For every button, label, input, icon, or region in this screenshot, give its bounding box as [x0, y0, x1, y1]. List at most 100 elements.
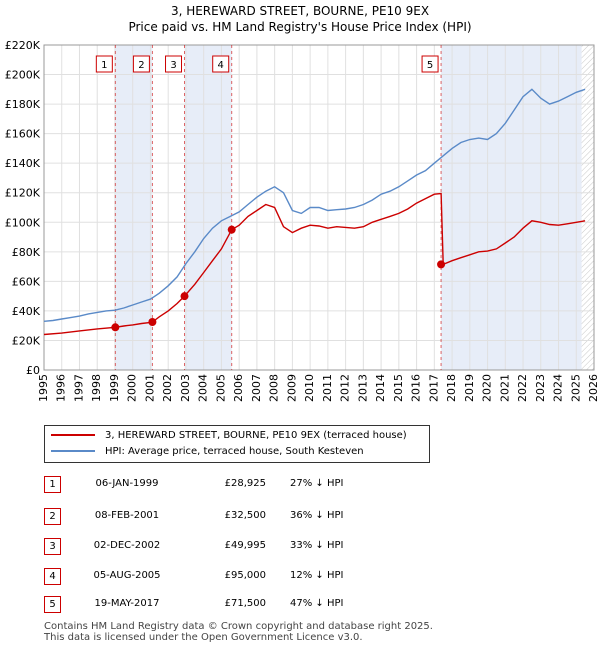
sale-hpi-diff: 36% ↓ HPI — [290, 510, 344, 521]
footer: Contains HM Land Registry data © Crown c… — [44, 621, 433, 643]
x-tick-label: 2005 — [214, 374, 227, 402]
legend-item-property: 3, HEREWARD STREET, BOURNE, PE10 9EX (te… — [51, 428, 407, 444]
legend-label-hpi: HPI: Average price, terraced house, Sout… — [105, 446, 364, 457]
sale-label-box — [212, 55, 230, 73]
y-tick-label: £20K — [12, 334, 41, 347]
footer-copyright: Contains HM Land Registry data © Crown c… — [44, 621, 433, 632]
x-tick-label: 2016 — [410, 374, 423, 402]
sale-label-box — [165, 55, 183, 73]
sale-number-badge: 5 — [44, 596, 61, 613]
sale-date: 19-MAY-2017 — [94, 598, 160, 609]
sale-number-badge: 1 — [44, 476, 61, 493]
shaded-period — [441, 45, 582, 370]
x-tick-label: 2011 — [321, 374, 334, 402]
y-tick-label: £220K — [5, 39, 41, 52]
y-tick-label: £180K — [5, 98, 41, 111]
y-tick-label: £140K — [5, 157, 41, 170]
x-tick-label: 2003 — [179, 374, 192, 402]
hpi-line — [43, 88, 586, 322]
y-tick-label: £80K — [12, 246, 41, 259]
x-tick-label: 2000 — [126, 374, 139, 402]
x-tick-label: 2004 — [197, 374, 210, 402]
y-tick-label: £120K — [5, 187, 41, 200]
sale-hpi-diff: 12% ↓ HPI — [290, 570, 344, 581]
property-price-line — [43, 192, 586, 336]
x-tick-label: 2018 — [445, 374, 458, 402]
x-tick-label: 2013 — [356, 374, 369, 402]
x-tick-label: 2006 — [232, 374, 245, 402]
x-tick-label: 2007 — [250, 374, 263, 402]
sale-price: £28,925 — [224, 478, 266, 489]
x-tick-label: 1997 — [72, 374, 85, 402]
sale-row: 2 08-FEB-2001 £32,500 36% ↓ HPI — [0, 508, 600, 532]
sale-price: £32,500 — [224, 510, 266, 521]
sale-row: 1 06-JAN-1999 £28,925 27% ↓ HPI — [0, 476, 600, 500]
x-tick-label: 2022 — [516, 374, 529, 402]
sale-date: 06-JAN-1999 — [95, 478, 159, 489]
sale-number-badge: 2 — [44, 508, 61, 525]
sale-label-number: 4 — [218, 60, 224, 71]
legend-label-property: 3, HEREWARD STREET, BOURNE, PE10 9EX (te… — [105, 430, 407, 441]
y-tick-label: £200K — [5, 69, 41, 82]
sale-price: £95,000 — [224, 570, 266, 581]
x-tick-label: 2020 — [481, 374, 494, 402]
sale-label-number: 5 — [427, 60, 433, 71]
legend-item-hpi: HPI: Average price, terraced house, Sout… — [51, 444, 364, 460]
x-tick-label: 2021 — [498, 374, 511, 402]
sale-label-number: 1 — [101, 60, 107, 71]
sale-number-badge: 3 — [44, 538, 61, 555]
price-chart: £0 £20K £40K £60K £80K £100K £120K £140K £160K £1… — [5, 39, 600, 402]
x-tick-label: 2014 — [374, 374, 387, 402]
x-tick-label: 2025 — [569, 374, 582, 402]
x-tick-label: 2012 — [339, 374, 352, 402]
sale-date: 08-FEB-2001 — [94, 510, 160, 521]
sale-row: 3 02-DEC-2002 £49,995 33% ↓ HPI — [0, 538, 600, 562]
y-tick-label: £0 — [26, 364, 40, 377]
x-tick-label: 1998 — [90, 374, 103, 402]
legend-swatch-property — [51, 434, 95, 436]
x-tick-label: 1999 — [108, 374, 121, 402]
y-tick-label: £100K — [5, 216, 41, 229]
sale-number-badge: 4 — [44, 568, 61, 585]
footer-licence: This data is licensed under the Open Gov… — [44, 632, 363, 643]
x-tick-label: 2009 — [285, 374, 298, 402]
sale-point — [148, 317, 157, 326]
plot-frame — [43, 44, 595, 371]
x-tick-label: 2023 — [534, 374, 547, 402]
x-tick-label: 2017 — [427, 374, 440, 402]
x-tick-label: 1996 — [55, 374, 68, 402]
sale-date: 05-AUG-2005 — [93, 570, 161, 581]
sale-point — [111, 323, 120, 332]
y-tick-label: £60K — [12, 275, 41, 288]
legend-swatch-hpi — [51, 450, 95, 452]
chart-subtitle: Price paid vs. HM Land Registry's House … — [128, 20, 472, 34]
sale-label-box — [95, 55, 113, 73]
x-tick-label: 2024 — [552, 374, 565, 402]
shaded-period — [115, 45, 153, 370]
sale-point — [437, 260, 446, 269]
y-tick-label: £160K — [5, 128, 41, 141]
sale-label-number: 3 — [170, 60, 176, 71]
sale-row: 4 05-AUG-2005 £95,000 12% ↓ HPI — [0, 568, 600, 592]
sale-hpi-diff: 47% ↓ HPI — [290, 598, 344, 609]
sale-point — [180, 292, 189, 301]
x-tick-label: 2015 — [392, 374, 405, 402]
chart-legend: 3, HEREWARD STREET, BOURNE, PE10 9EX (te… — [44, 425, 430, 463]
sale-point — [227, 225, 236, 234]
sale-label-box — [421, 55, 439, 73]
future-region — [581, 45, 594, 370]
sale-row: 5 19-MAY-2017 £71,500 47% ↓ HPI — [0, 596, 600, 620]
x-tick-label: 2019 — [463, 374, 476, 402]
sale-date: 02-DEC-2002 — [93, 540, 161, 551]
x-tick-label: 1995 — [37, 374, 50, 402]
x-tick-label: 2010 — [303, 374, 316, 402]
x-tick-label: 2001 — [143, 374, 156, 402]
y-tick-label: £40K — [12, 305, 41, 318]
sale-label-number: 2 — [138, 60, 144, 71]
x-tick-label: 2008 — [268, 374, 281, 402]
sale-hpi-diff: 27% ↓ HPI — [290, 478, 344, 489]
sale-price: £71,500 — [224, 598, 266, 609]
shaded-period — [184, 45, 232, 370]
sale-hpi-diff: 33% ↓ HPI — [290, 540, 344, 551]
sale-label-box — [132, 55, 150, 73]
